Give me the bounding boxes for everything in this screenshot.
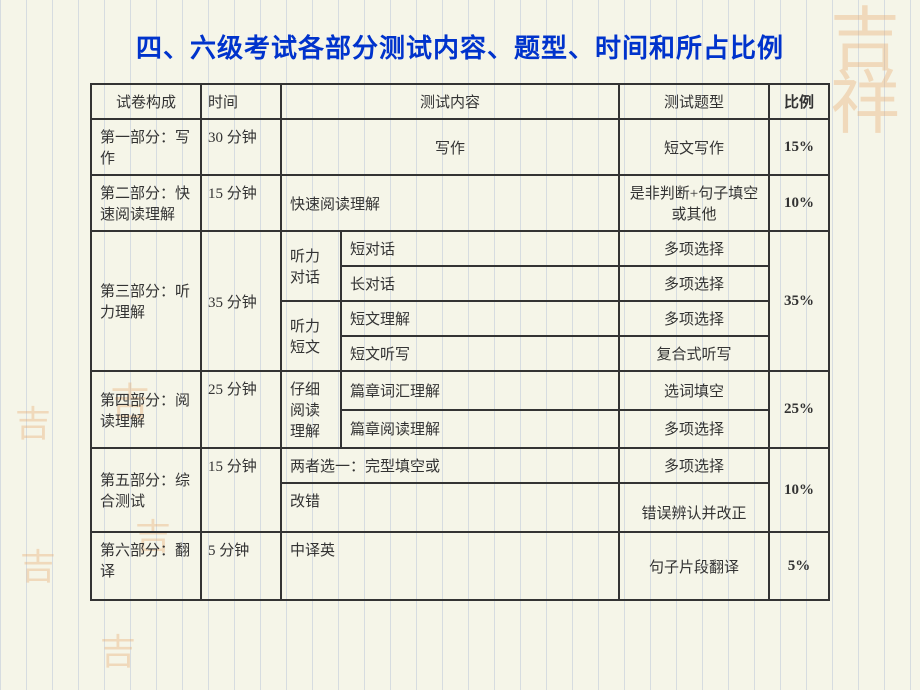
table-row: 第五部分：综合测试 15 分钟 两者选一：完型填空或 多项选择 10% [91, 448, 829, 483]
cell-content: 短文理解 [341, 301, 619, 336]
cell-type: 错误辨认并改正 [619, 483, 769, 532]
cell-ratio: 10% [769, 448, 829, 532]
table-header-row: 试卷构成 时间 测试内容 测试题型 比例 [91, 84, 829, 119]
table-row: 第三部分：听力理解 35 分钟 听力对话 短对话 多项选择 35% [91, 231, 829, 266]
cell-part: 第六部分：翻译 [91, 532, 201, 600]
header-time: 时间 [201, 84, 281, 119]
cell-sublabel: 仔细阅读理解 [281, 371, 341, 448]
cell-type: 复合式听写 [619, 336, 769, 371]
cell-content: 快速阅读理解 [281, 175, 619, 231]
cell-part: 第二部分：快速阅读理解 [91, 175, 201, 231]
cell-sublabel: 听力短文 [281, 301, 341, 371]
cell-type: 多项选择 [619, 301, 769, 336]
header-content: 测试内容 [281, 84, 619, 119]
exam-structure-table: 试卷构成 时间 测试内容 测试题型 比例 第一部分：写 作 30 分钟 写作 短… [90, 83, 830, 601]
cell-time: 15 分钟 [201, 448, 281, 532]
cell-type: 多项选择 [619, 231, 769, 266]
cell-part: 第五部分：综合测试 [91, 448, 201, 532]
cell-time: 5 分钟 [201, 532, 281, 600]
cell-content: 中译英 [281, 532, 619, 600]
table-row: 第一部分：写 作 30 分钟 写作 短文写作 15% [91, 119, 829, 175]
table-row: 第四部分：阅读理解 25 分钟 仔细阅读理解 篇章词汇理解 选词填空 25% [91, 371, 829, 410]
header-type: 测试题型 [619, 84, 769, 119]
cell-content: 长对话 [341, 266, 619, 301]
cell-content: 短对话 [341, 231, 619, 266]
cell-content: 篇章阅读理解 [341, 410, 619, 449]
cell-ratio: 35% [769, 231, 829, 371]
cell-type: 是非判断+句子填空或其他 [619, 175, 769, 231]
header-ratio: 比例 [769, 84, 829, 119]
cell-type: 多项选择 [619, 448, 769, 483]
cell-part: 第四部分：阅读理解 [91, 371, 201, 448]
cell-type: 短文写作 [619, 119, 769, 175]
cell-type: 选词填空 [619, 371, 769, 410]
cell-type: 多项选择 [619, 410, 769, 449]
table-row: 第六部分：翻译 5 分钟 中译英 句子片段翻译 5% [91, 532, 829, 600]
cell-sublabel: 听力对话 [281, 231, 341, 301]
table-row: 第二部分：快速阅读理解 15 分钟 快速阅读理解 是非判断+句子填空或其他 10… [91, 175, 829, 231]
cell-part: 第三部分：听力理解 [91, 231, 201, 371]
cell-content: 写作 [281, 119, 619, 175]
header-structure: 试卷构成 [91, 84, 201, 119]
cell-content: 两者选一：完型填空或 [281, 448, 619, 483]
cell-type: 句子片段翻译 [619, 532, 769, 600]
cell-ratio: 5% [769, 532, 829, 600]
cell-time: 35 分钟 [201, 231, 281, 371]
cell-time: 15 分钟 [201, 175, 281, 231]
cell-content: 短文听写 [341, 336, 619, 371]
cell-time: 30 分钟 [201, 119, 281, 175]
cell-ratio: 15% [769, 119, 829, 175]
cell-ratio: 10% [769, 175, 829, 231]
cell-time: 25 分钟 [201, 371, 281, 448]
cell-content: 改错 [281, 483, 619, 532]
page-title: 四、六级考试各部分测试内容、题型、时间和所占比例 [90, 28, 830, 65]
cell-type: 多项选择 [619, 266, 769, 301]
cell-ratio: 25% [769, 371, 829, 448]
cell-part: 第一部分：写 作 [91, 119, 201, 175]
cell-content: 篇章词汇理解 [341, 371, 619, 410]
